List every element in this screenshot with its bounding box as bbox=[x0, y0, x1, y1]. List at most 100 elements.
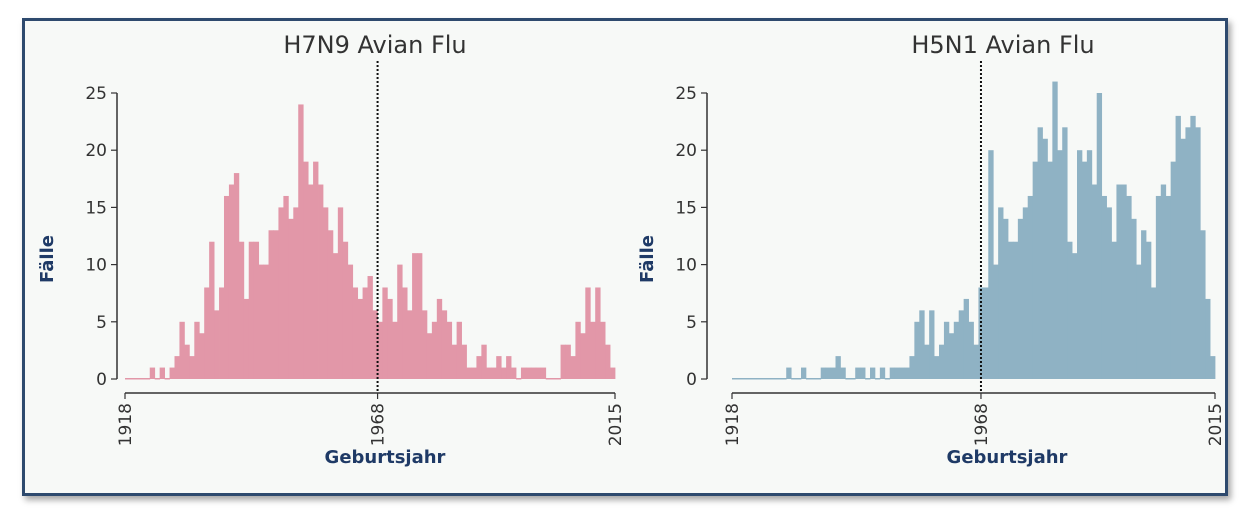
bar bbox=[732, 378, 738, 380]
bar bbox=[441, 310, 448, 379]
bar bbox=[1150, 287, 1157, 379]
bar bbox=[471, 367, 477, 379]
bar bbox=[605, 344, 611, 379]
bar bbox=[830, 367, 836, 379]
bar bbox=[771, 378, 777, 380]
bar bbox=[357, 298, 363, 379]
y-tick-label: 20 bbox=[85, 141, 107, 161]
bar bbox=[243, 298, 250, 379]
bar bbox=[387, 298, 393, 379]
bar bbox=[1022, 207, 1029, 379]
bar bbox=[1101, 195, 1107, 379]
bar bbox=[1126, 195, 1132, 379]
bar bbox=[496, 356, 502, 379]
bar bbox=[238, 241, 245, 379]
bar bbox=[154, 378, 161, 380]
bar bbox=[194, 321, 200, 379]
bar bbox=[1017, 218, 1024, 379]
bar bbox=[835, 356, 841, 379]
bar bbox=[1200, 230, 1206, 379]
chart-panel-h5n1: H5N1 Avian Flu Fälle Geburtsjahr 0 5 10 15 2… bbox=[625, 21, 1226, 493]
bar bbox=[253, 241, 260, 379]
bar bbox=[362, 287, 368, 379]
x-axis-label: Geburtsjahr bbox=[947, 447, 1068, 468]
bar bbox=[1057, 150, 1063, 379]
x-axis-label: Geburtsjahr bbox=[325, 447, 446, 468]
y-axis-label: Fälle bbox=[637, 235, 658, 283]
bar bbox=[590, 321, 596, 379]
bar bbox=[850, 378, 856, 380]
bar bbox=[1141, 230, 1147, 379]
bar bbox=[1008, 241, 1014, 379]
bar bbox=[426, 333, 433, 379]
x-tick-label: 2015 bbox=[606, 403, 626, 446]
bar bbox=[1003, 218, 1009, 379]
bar bbox=[1086, 150, 1093, 379]
bar bbox=[1091, 184, 1098, 379]
bar bbox=[761, 378, 767, 380]
bar bbox=[776, 378, 782, 380]
bar bbox=[998, 207, 1004, 379]
y-tick-label: 15 bbox=[675, 198, 697, 218]
bar bbox=[223, 195, 230, 379]
bar bbox=[139, 378, 146, 380]
bar bbox=[273, 230, 279, 379]
bar bbox=[1155, 195, 1162, 379]
bar bbox=[248, 241, 255, 379]
chart-title: H5N1 Avian Flu bbox=[911, 31, 1094, 59]
bar bbox=[372, 310, 378, 379]
bar bbox=[1067, 241, 1073, 379]
bar bbox=[1170, 161, 1176, 379]
bar bbox=[934, 356, 940, 379]
bar bbox=[1131, 218, 1137, 379]
bar bbox=[983, 287, 989, 379]
bar bbox=[184, 344, 190, 379]
bar bbox=[491, 367, 497, 379]
bar bbox=[1042, 138, 1048, 379]
bar bbox=[919, 310, 925, 379]
y-tick-label: 20 bbox=[675, 141, 697, 161]
bar bbox=[939, 344, 945, 379]
bar bbox=[1175, 115, 1181, 379]
bar bbox=[451, 344, 458, 379]
bar bbox=[555, 378, 561, 380]
bar bbox=[746, 378, 753, 380]
bar bbox=[1012, 241, 1019, 379]
bar bbox=[1111, 241, 1117, 379]
bar bbox=[461, 344, 467, 379]
bar bbox=[318, 184, 324, 379]
x-tick-label: 1968 bbox=[369, 403, 389, 446]
bar bbox=[884, 378, 891, 380]
bar bbox=[874, 378, 881, 380]
bar bbox=[840, 367, 846, 379]
y-tick-label: 0 bbox=[96, 370, 107, 390]
bar bbox=[1180, 138, 1186, 379]
bar bbox=[796, 378, 802, 380]
bar bbox=[129, 378, 136, 380]
y-tick-label: 10 bbox=[85, 256, 107, 276]
bar bbox=[1081, 161, 1088, 379]
bar bbox=[924, 344, 930, 379]
bar bbox=[1072, 253, 1078, 379]
bar bbox=[751, 378, 758, 380]
figure-frame: H7N9 Avian Flu Fälle Geburtsjahr 0 5 10 15 2… bbox=[22, 18, 1228, 496]
bar bbox=[436, 298, 443, 379]
bar bbox=[988, 150, 994, 379]
bar bbox=[407, 310, 413, 379]
bar bbox=[580, 333, 586, 379]
bar bbox=[545, 378, 552, 380]
bar bbox=[899, 367, 905, 379]
bar bbox=[322, 207, 329, 379]
bar bbox=[1077, 150, 1083, 379]
y-tick-label: 25 bbox=[85, 84, 107, 104]
bar bbox=[1096, 93, 1103, 379]
bar bbox=[825, 367, 831, 379]
bar bbox=[412, 253, 418, 379]
y-tick-label: 0 bbox=[686, 370, 697, 390]
bar bbox=[610, 367, 616, 379]
bar bbox=[327, 230, 334, 379]
bar bbox=[963, 298, 969, 379]
bar bbox=[347, 264, 354, 379]
bar bbox=[570, 356, 576, 379]
bar bbox=[466, 367, 472, 379]
